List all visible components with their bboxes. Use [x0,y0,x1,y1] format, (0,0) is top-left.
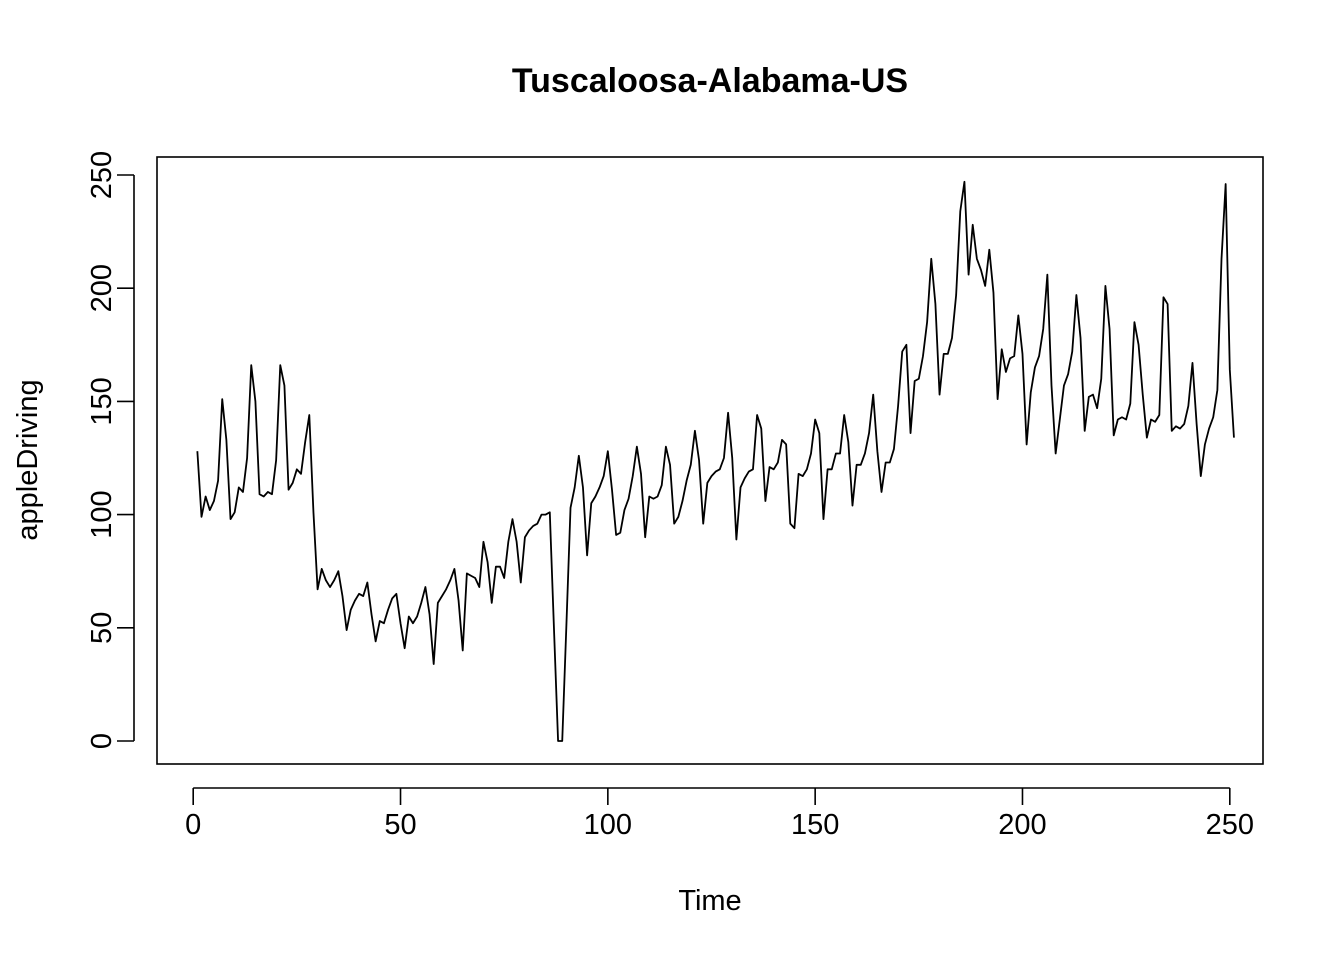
y-tick-label: 100 [86,490,118,538]
y-tick-label: 200 [86,264,118,312]
series-line-appleDriving [196,180,1235,742]
chart-title: Tuscaloosa-Alabama-US [512,62,908,100]
x-axis: 0 50 100 150 200 250 [185,787,1254,841]
y-axis: 0 50 100 150 200 250 [86,151,135,749]
plot-frame [156,156,1264,765]
x-tick-label: 200 [998,809,1046,841]
x-tick-label: 250 [1206,809,1254,841]
y-tick-label: 50 [86,612,118,644]
y-tick-label: 0 [86,733,118,749]
x-tick-label: 50 [384,809,416,841]
x-tick-label: 0 [185,809,201,841]
x-tick-label: 100 [584,809,632,841]
y-tick-label: 150 [86,377,118,425]
y-axis-label: appleDriving [12,379,44,540]
y-tick-label: 250 [86,151,118,199]
x-tick-label: 150 [791,809,839,841]
x-axis-label: Time [678,885,741,917]
